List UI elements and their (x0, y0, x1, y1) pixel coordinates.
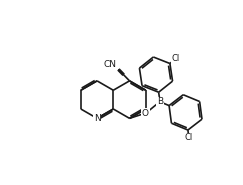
Text: N: N (94, 114, 100, 123)
Text: Cl: Cl (185, 133, 193, 142)
Text: CN: CN (104, 60, 117, 68)
Text: Cl: Cl (172, 54, 180, 63)
Text: B: B (157, 97, 163, 106)
Text: O: O (142, 109, 149, 118)
